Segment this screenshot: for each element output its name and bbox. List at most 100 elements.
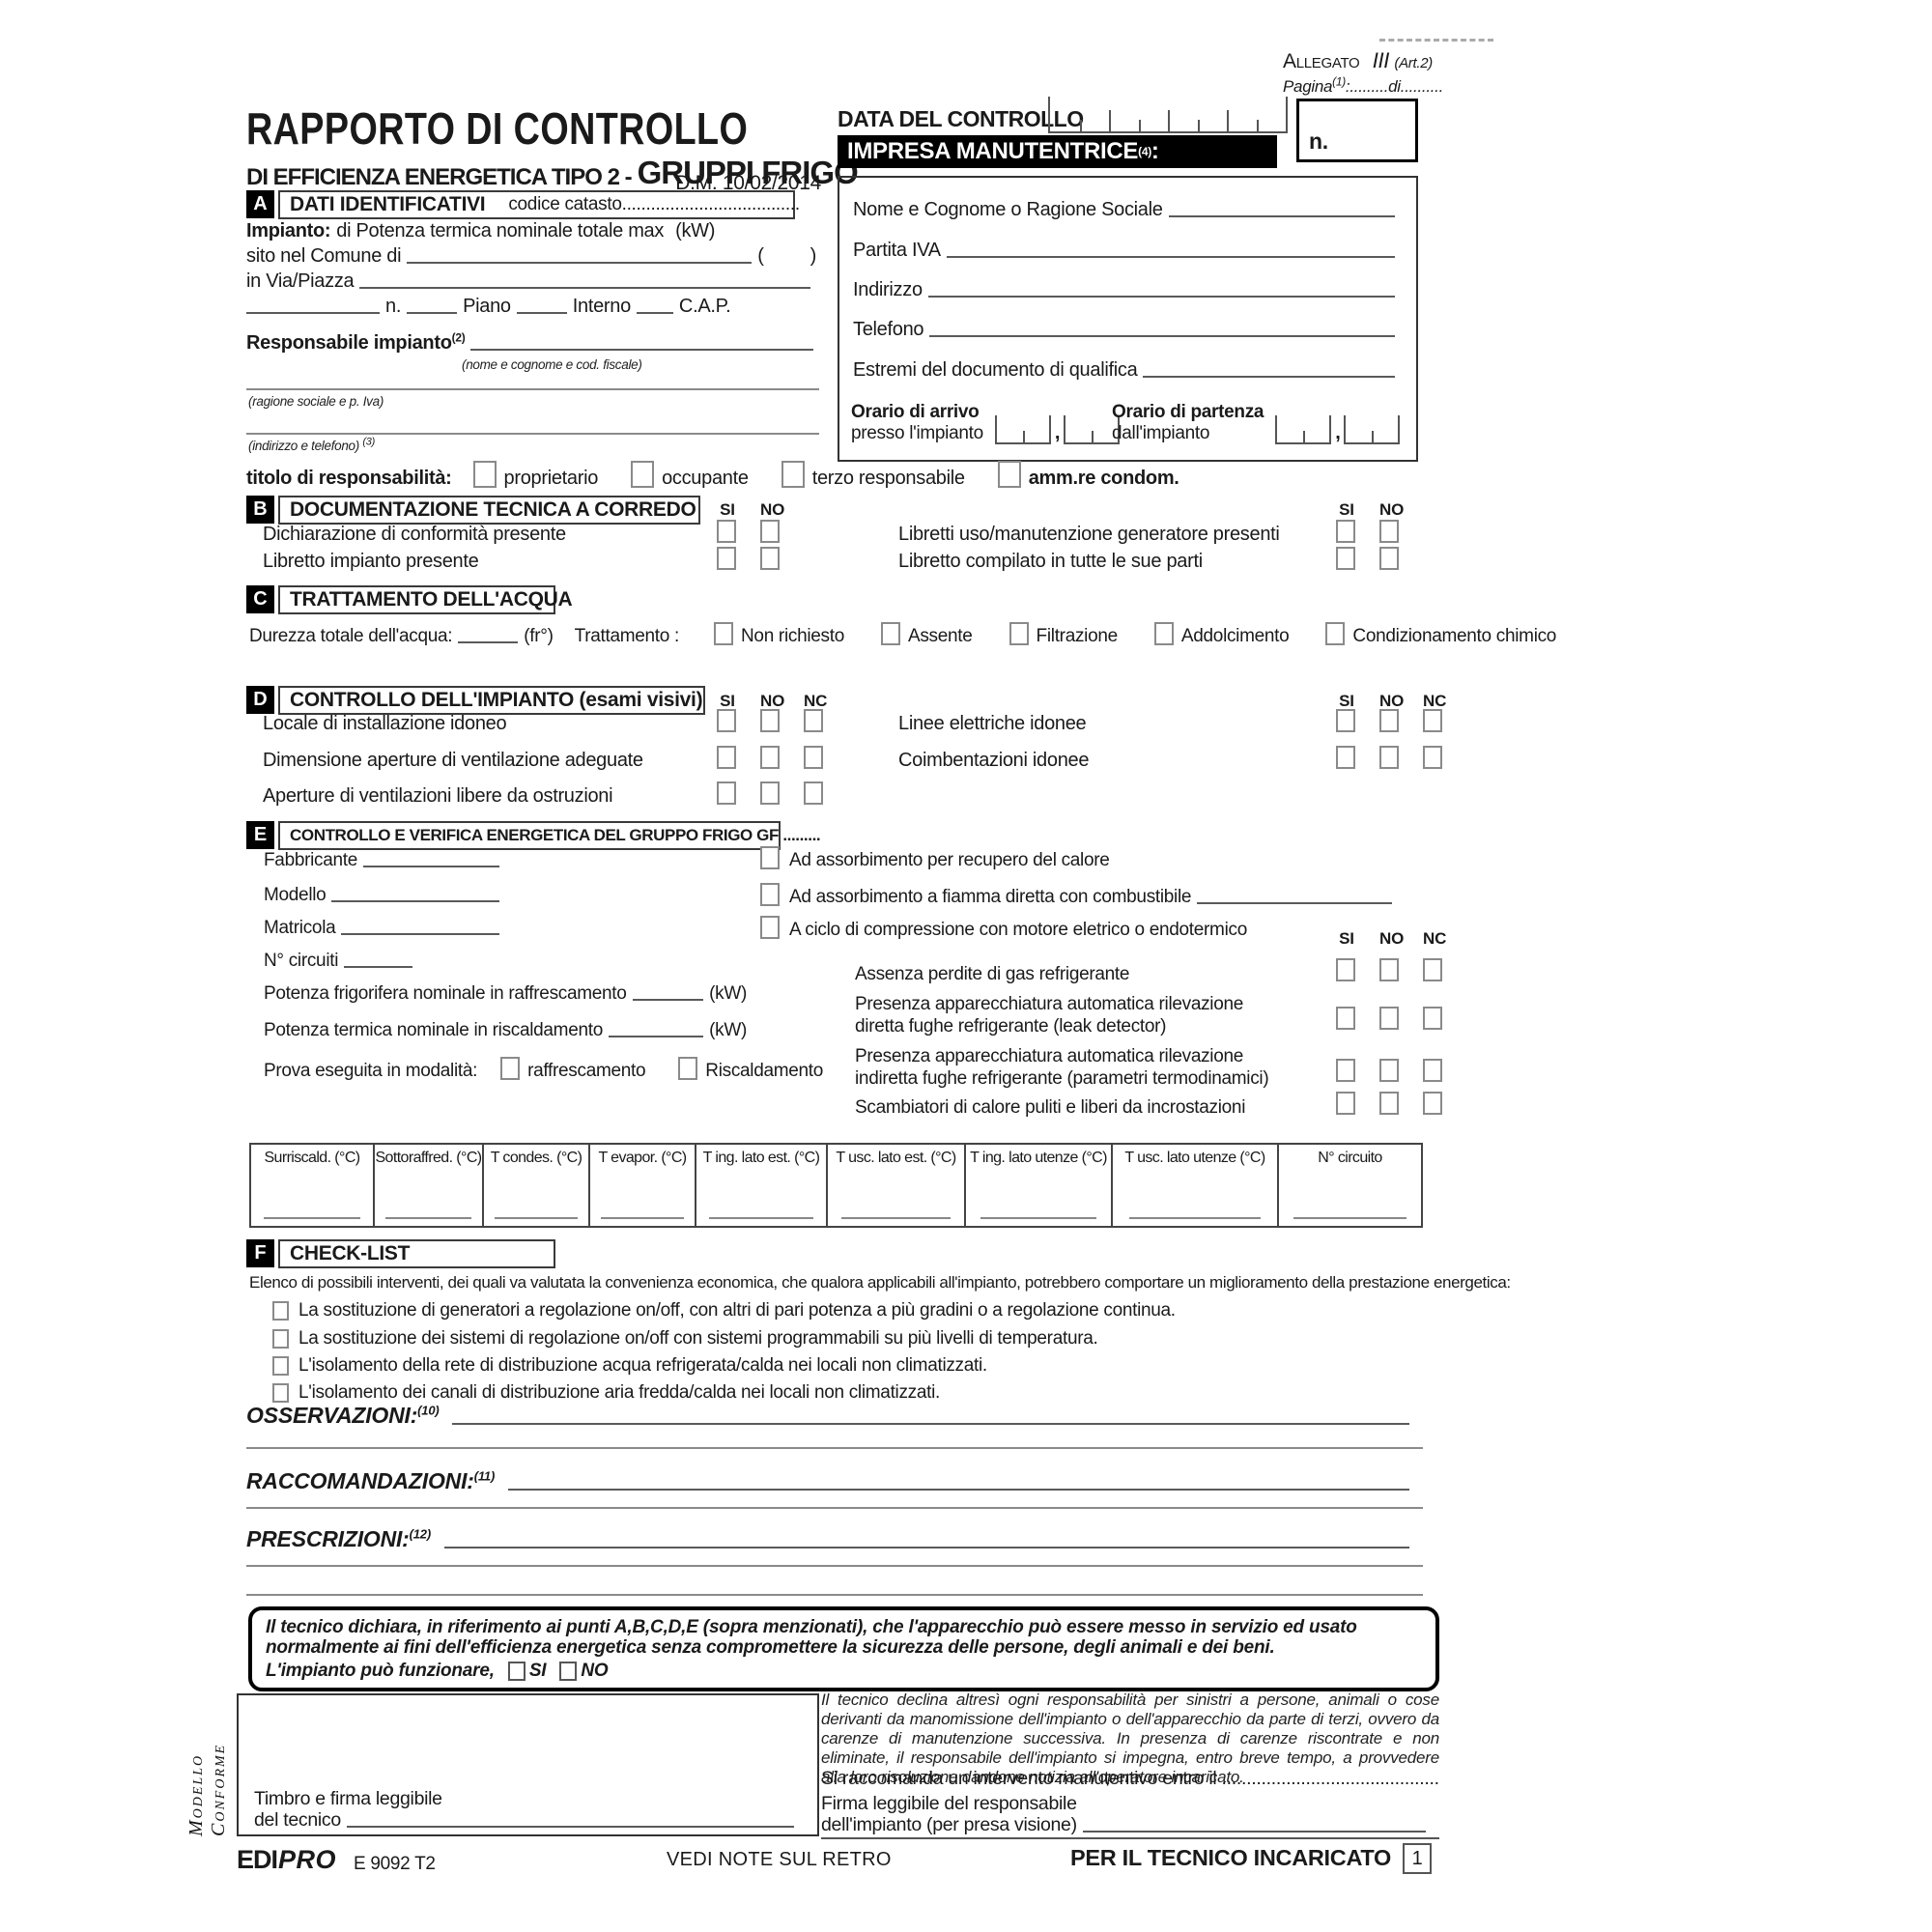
date-entry-cells[interactable] (1048, 97, 1288, 133)
section-c-header: TRATTAMENTO DELL'ACQUA (278, 585, 573, 614)
checkbox-si[interactable] (1336, 709, 1355, 732)
checkbox-no[interactable] (760, 781, 780, 805)
vedi-note-label: VEDI NOTE SUL RETRO (667, 1849, 892, 1870)
checkbox-nc[interactable] (804, 781, 823, 805)
checkbox-si[interactable] (1336, 1007, 1355, 1030)
checkbox-amministratore[interactable] (997, 461, 1021, 488)
blank-line (636, 312, 673, 314)
time-cells-minutes[interactable] (1064, 415, 1121, 444)
checkbox-nc[interactable] (1423, 1059, 1442, 1082)
checkbox-nc[interactable] (804, 709, 823, 732)
time-cells-hours[interactable] (994, 415, 1051, 444)
checkbox-nc[interactable] (1423, 958, 1442, 981)
orario-partenza-line2: dall'impianto (1112, 423, 1210, 443)
checkbox-checklist-2[interactable] (272, 1329, 289, 1349)
checkbox-si[interactable] (1336, 520, 1355, 543)
e-check-label: Presenza apparecchiatura automatica rile… (855, 1045, 1269, 1090)
checkbox-terzo-responsabile[interactable] (781, 461, 805, 488)
subtitle-prefix: DI EFFICIENZA ENERGETICA TIPO 2 - (246, 164, 633, 190)
checkbox-no[interactable] (1379, 746, 1399, 769)
checkbox-nc[interactable] (804, 746, 823, 769)
orario-partenza-group: Orario di partenza dall'impianto , (1112, 402, 1401, 444)
checkbox-no[interactable] (760, 709, 780, 732)
section-d-title: CONTROLLO DELL'IMPIANTO (esami visivi) (290, 689, 703, 711)
checkbox-condizionamento-chimico[interactable] (1325, 622, 1346, 645)
checkbox-no[interactable] (1379, 1059, 1399, 1082)
e-checkboxes-row2 (1336, 1007, 1442, 1032)
numero-label: n. (385, 296, 402, 317)
time-cells-hours[interactable] (1275, 415, 1332, 444)
time-cells-minutes[interactable] (1344, 415, 1401, 444)
checkbox-addolcimento[interactable] (1153, 622, 1174, 645)
checkbox-nc[interactable] (1423, 1007, 1442, 1030)
checkbox-nc[interactable] (1423, 746, 1442, 769)
checkbox-no[interactable] (760, 520, 780, 543)
modello-label: Modello (264, 885, 327, 905)
blank-line (263, 1217, 361, 1219)
table-col-tevapor: T evapor. (°C) (590, 1145, 696, 1226)
checkbox-funziona-si[interactable] (507, 1662, 526, 1681)
checkbox-si[interactable] (717, 520, 736, 543)
checkbox-si[interactable] (1336, 958, 1355, 981)
checkbox-si[interactable] (717, 781, 736, 805)
blank-line (470, 349, 813, 351)
checkbox-no[interactable] (1379, 1007, 1399, 1030)
impresa-colon: : (1151, 138, 1159, 164)
checkbox-raffrescamento[interactable] (500, 1057, 521, 1080)
potenza-termica-row: Potenza termica nominale in riscaldament… (264, 1020, 747, 1041)
checkbox-occupante[interactable] (631, 461, 655, 488)
checkbox-proprietario[interactable] (472, 461, 497, 488)
checkbox-nc[interactable] (1423, 709, 1442, 732)
checkbox-no[interactable] (1379, 958, 1399, 981)
option-label: amm.re condom. (1028, 468, 1179, 489)
section-d-letter: D (246, 686, 274, 714)
checkbox-filtrazione[interactable] (1009, 622, 1029, 645)
blank-line (1143, 376, 1395, 378)
checkbox-funziona-no[interactable] (559, 1662, 578, 1681)
blank-line (1293, 1217, 1407, 1219)
paren-close: ) (810, 245, 817, 267)
checkbox-no[interactable] (1379, 547, 1399, 570)
b-checkboxes-row2 (717, 547, 780, 572)
checkbox-riscaldamento[interactable] (678, 1057, 698, 1080)
checkbox-no[interactable] (1379, 520, 1399, 543)
checkbox-si[interactable] (1336, 547, 1355, 570)
checkbox-no[interactable] (1379, 709, 1399, 732)
comma: , (1054, 422, 1061, 443)
checkbox-no[interactable] (760, 746, 780, 769)
option-assente: Assente (873, 622, 973, 647)
option-label: terzo responsabile (811, 468, 965, 489)
checkbox-non-richiesto[interactable] (714, 622, 733, 645)
checkbox-assorbimento-fiamma[interactable] (760, 883, 780, 906)
blank-line (246, 388, 819, 390)
section-e-letter: E (246, 821, 274, 849)
dotted-line: ........................................… (1221, 1768, 1439, 1789)
checkbox-checklist-1[interactable] (272, 1301, 289, 1321)
d-item-label: Coimbentazioni idonee (898, 750, 1090, 771)
table-col-tusc-est: T usc. lato est. (°C) (828, 1145, 966, 1226)
e-check-line1: Presenza apparecchiatura automatica rile… (855, 994, 1244, 1014)
checkbox-si[interactable] (717, 746, 736, 769)
checkbox-si[interactable] (1336, 746, 1355, 769)
checkbox-checklist-4[interactable] (272, 1383, 289, 1403)
section-a-letter: A (246, 190, 274, 218)
checkbox-nc[interactable] (1423, 1092, 1442, 1115)
checkbox-assente[interactable] (880, 622, 900, 645)
d-item-label: Linee elettriche idonee (898, 713, 1087, 734)
checkbox-si[interactable] (1336, 1059, 1355, 1082)
checkbox-ciclo-compressione[interactable] (760, 916, 780, 939)
allegato-label: Allegato (1283, 50, 1360, 72)
orario-arrivo-group: Orario di arrivo presso l'impianto , (851, 402, 1121, 444)
checkbox-si[interactable] (717, 709, 736, 732)
checkbox-si[interactable] (717, 547, 736, 570)
technician-disclaimer: Il tecnico declina altresì ogni responsa… (821, 1690, 1439, 1786)
b-checkboxes-row2-right (1336, 547, 1399, 572)
checkbox-no[interactable] (760, 547, 780, 570)
checkbox-si[interactable] (1336, 1092, 1355, 1115)
blank-line (341, 933, 499, 935)
orario-arrivo-line2: presso l'impianto (851, 423, 983, 443)
checkbox-checklist-3[interactable] (272, 1356, 289, 1376)
temperature-table: Surriscald. (°C) Sottoraffred. (°C) T co… (249, 1143, 1423, 1228)
checkbox-no[interactable] (1379, 1092, 1399, 1115)
checkbox-assorbimento-recupero[interactable] (760, 846, 780, 869)
